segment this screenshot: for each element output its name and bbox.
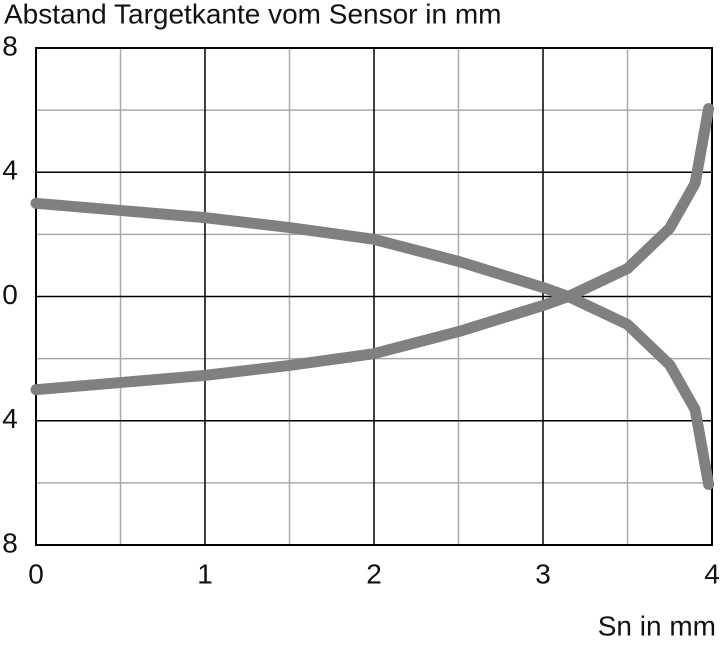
x-axis-label: Sn in mm	[598, 610, 716, 641]
y-tick-label: 4	[2, 403, 18, 434]
series-line	[30, 197, 715, 490]
y-tick-label: 8	[2, 527, 18, 558]
x-tick-label: 1	[197, 558, 213, 589]
y-tick-label: 0	[2, 279, 18, 310]
series-line	[30, 103, 715, 396]
y-tick-label: 4	[2, 155, 18, 186]
x-tick-label: 4	[704, 558, 720, 589]
chart-title: Abstand Targetkante vom Sensor in mm	[4, 0, 502, 29]
y-tick-label: 8	[2, 30, 18, 61]
x-tick-label: 0	[28, 558, 44, 589]
plot-frame	[35, 47, 713, 546]
x-tick-label: 2	[366, 558, 382, 589]
x-tick-label: 3	[535, 558, 551, 589]
